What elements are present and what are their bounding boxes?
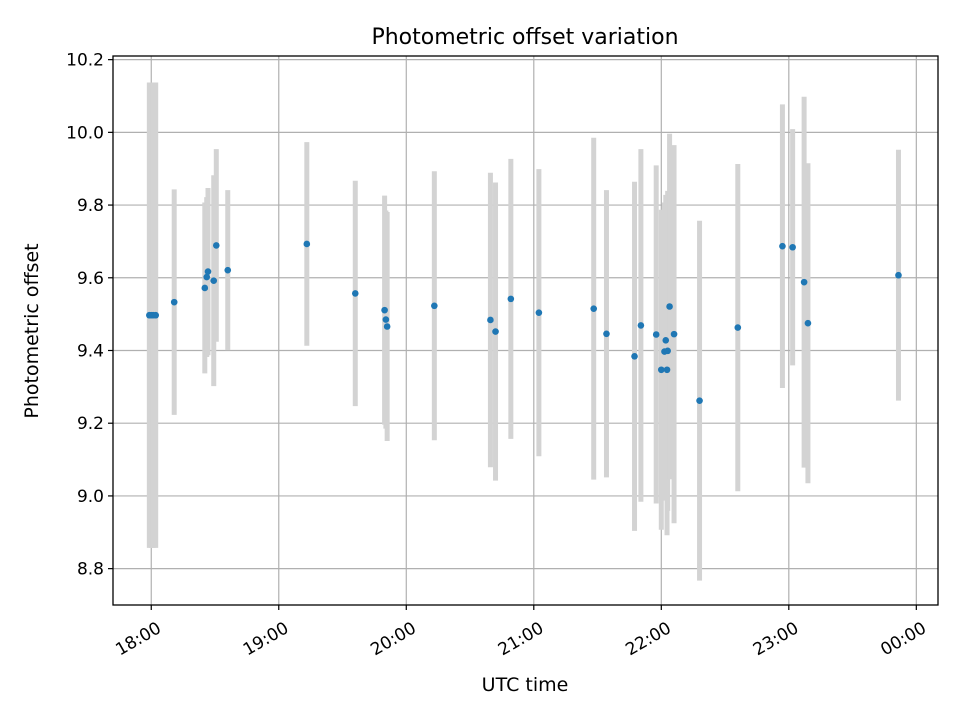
data-point — [487, 316, 494, 324]
data-point — [170, 298, 178, 306]
data-point — [895, 271, 902, 279]
x-axis-label: UTC time — [482, 674, 569, 696]
data-point — [670, 330, 678, 338]
data-point — [779, 242, 786, 250]
data-point — [203, 273, 211, 281]
data-point — [663, 366, 671, 374]
data-point — [351, 290, 359, 297]
data-point — [382, 316, 390, 323]
data-point — [212, 242, 220, 249]
data-point — [666, 303, 673, 310]
y-axis-ticks: 8.8 9.0 9.2 9.4 9.6 9.8 10.0 10.2 — [66, 51, 113, 580]
data-point — [303, 240, 311, 248]
data-point — [664, 347, 671, 355]
plot-area-frame — [112, 55, 939, 606]
data-point — [696, 397, 703, 404]
data-point — [201, 284, 209, 292]
y-tick-label: 10.2 — [66, 51, 104, 71]
data-point — [657, 366, 665, 374]
y-tick-label: 9.0 — [77, 487, 104, 507]
data-point — [204, 268, 212, 275]
data-point — [800, 278, 808, 286]
data-point — [631, 353, 638, 360]
data-point — [381, 306, 388, 314]
data-point — [652, 331, 660, 338]
y-axis-label: Photometric offset — [21, 243, 43, 418]
data-point — [590, 305, 598, 312]
y-tick-label: 8.8 — [77, 560, 104, 580]
data-point — [804, 319, 812, 327]
data-point — [492, 328, 499, 335]
y-tick-label: 9.4 — [77, 341, 104, 361]
data-point — [734, 324, 742, 331]
data-point — [789, 243, 796, 251]
data-point — [210, 277, 218, 284]
y-tick-label: 9.6 — [77, 269, 104, 289]
data-point — [662, 337, 670, 344]
data-point — [637, 322, 645, 329]
data-point — [535, 309, 543, 316]
data-point — [603, 330, 610, 338]
y-tick-label: 9.8 — [77, 196, 104, 216]
data-points — [146, 240, 902, 404]
data-point — [431, 302, 438, 310]
data-point — [507, 295, 515, 303]
data-point — [224, 266, 232, 274]
data-point — [152, 311, 160, 319]
y-tick-label: 10.0 — [66, 123, 104, 143]
chart-title: Photometric offset variation — [371, 25, 678, 50]
data-point — [383, 323, 391, 330]
y-tick-label: 9.2 — [77, 414, 104, 434]
